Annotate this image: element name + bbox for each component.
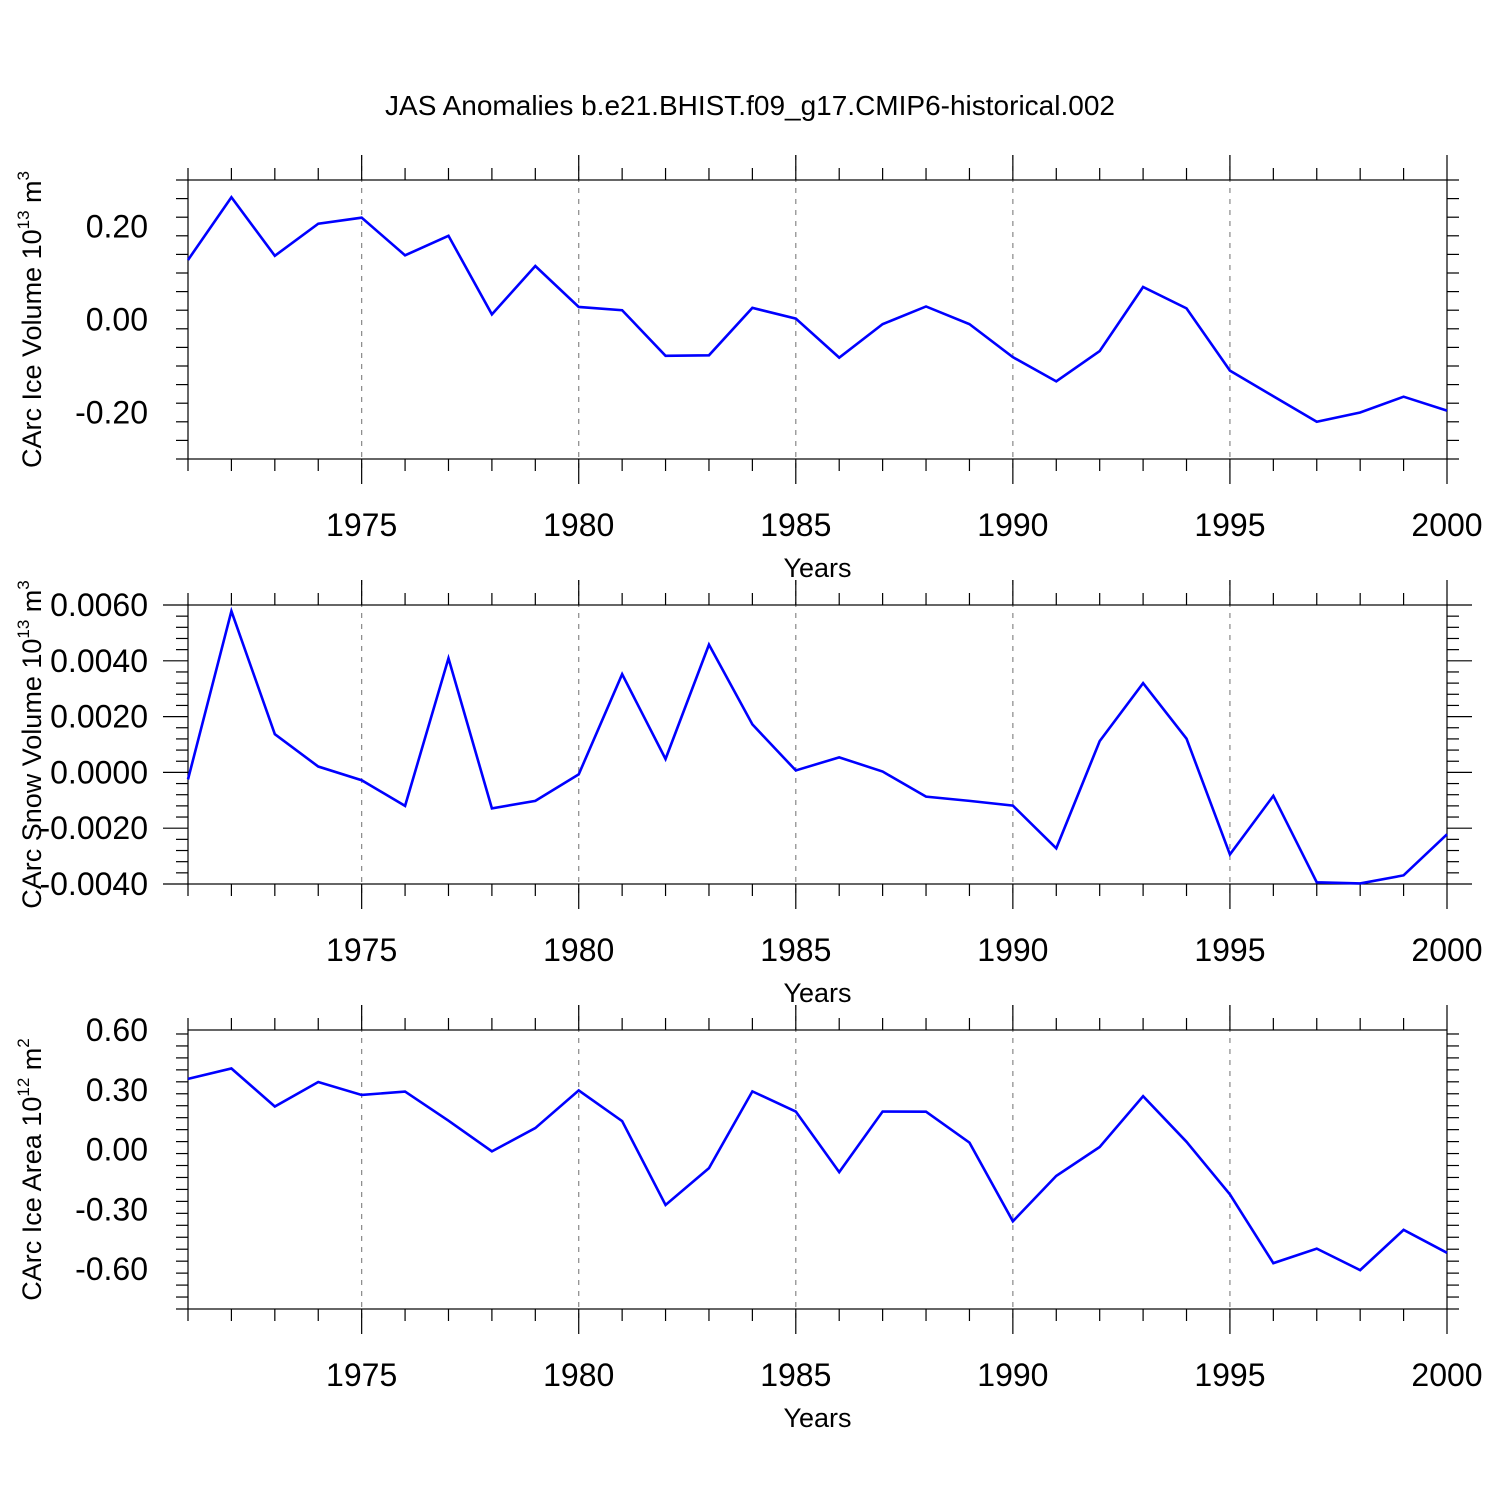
- series-line: [186, 606, 1448, 885]
- y-tick-label: 0.0040: [50, 643, 148, 679]
- x-tick-label: 1990: [977, 507, 1048, 543]
- x-tick-label: 1995: [1194, 1357, 1265, 1393]
- y-tick-label: -0.0040: [39, 866, 148, 902]
- y-axis-label: CArc Snow Volume 1013 m3: [14, 580, 47, 909]
- y-tick-label: 0.30: [86, 1072, 148, 1108]
- x-tick-label: 2000: [1411, 507, 1482, 543]
- figure-title: JAS Anomalies b.e21.BHIST.f09_g17.CMIP6-…: [385, 90, 1115, 121]
- x-tick-label: 1980: [543, 507, 614, 543]
- y-tick-label: 0.00: [86, 302, 148, 338]
- y-axis-label: CArc Ice Volume 1013 m3: [14, 171, 47, 468]
- x-tick-label: 2000: [1411, 1357, 1482, 1393]
- x-tick-label: 1990: [977, 932, 1048, 968]
- plot-frame: [187, 179, 1448, 460]
- y-tick-label: -0.60: [75, 1251, 148, 1287]
- x-tick-label: 1985: [760, 507, 831, 543]
- y-tick-label: 0.0000: [50, 754, 148, 790]
- y-axis-label: CArc Ice Area 1012 m2: [14, 1038, 47, 1301]
- x-tick-label: 1975: [326, 1357, 397, 1393]
- x-axis-label: Years: [783, 553, 851, 583]
- y-tick-label: 0.00: [86, 1132, 148, 1168]
- plot-frame: [187, 604, 1448, 885]
- y-tick-label: 0.60: [86, 1012, 148, 1048]
- y-tick-label: -0.20: [75, 395, 148, 431]
- panels: 1975 1980 1985 1990 1995 2000 -0.20 0.00 0.20 Yea…: [14, 155, 1483, 1433]
- x-tick-label: 1975: [326, 932, 397, 968]
- x-tick-label: 1985: [760, 932, 831, 968]
- x-tick-label: 1990: [977, 1357, 1048, 1393]
- series-line: [186, 194, 1448, 424]
- y-tick-label: 0.20: [86, 209, 148, 245]
- x-tick-label: 1980: [543, 1357, 614, 1393]
- y-tick-label: 0.0020: [50, 699, 148, 735]
- y-tick-label: 0.0060: [50, 587, 148, 623]
- x-tick-label: 2000: [1411, 932, 1482, 968]
- x-axis-label: Years: [783, 978, 851, 1008]
- y-tick-label: -0.30: [75, 1191, 148, 1227]
- x-tick-label: 1985: [760, 1357, 831, 1393]
- x-tick-label: 1995: [1194, 932, 1265, 968]
- panel-2: 1975 1980 1985 1990 1995 2000 -0.0040 -0.0020 0.…: [14, 580, 1483, 1008]
- panel-3: 1975 1980 1985 1990 1995 2000 -0.60 -0.30 0.00 0.…: [14, 1005, 1483, 1433]
- x-tick-label: 1995: [1194, 507, 1265, 543]
- y-tick-label: -0.0020: [39, 810, 148, 846]
- series-line: [187, 1067, 1448, 1272]
- panel-1: 1975 1980 1985 1990 1995 2000 -0.20 0.00 0.20 Yea…: [14, 155, 1483, 583]
- x-tick-label: 1975: [326, 507, 397, 543]
- x-axis-label: Years: [783, 1403, 851, 1433]
- x-tick-label: 1980: [543, 932, 614, 968]
- plot-frame: [187, 1029, 1448, 1310]
